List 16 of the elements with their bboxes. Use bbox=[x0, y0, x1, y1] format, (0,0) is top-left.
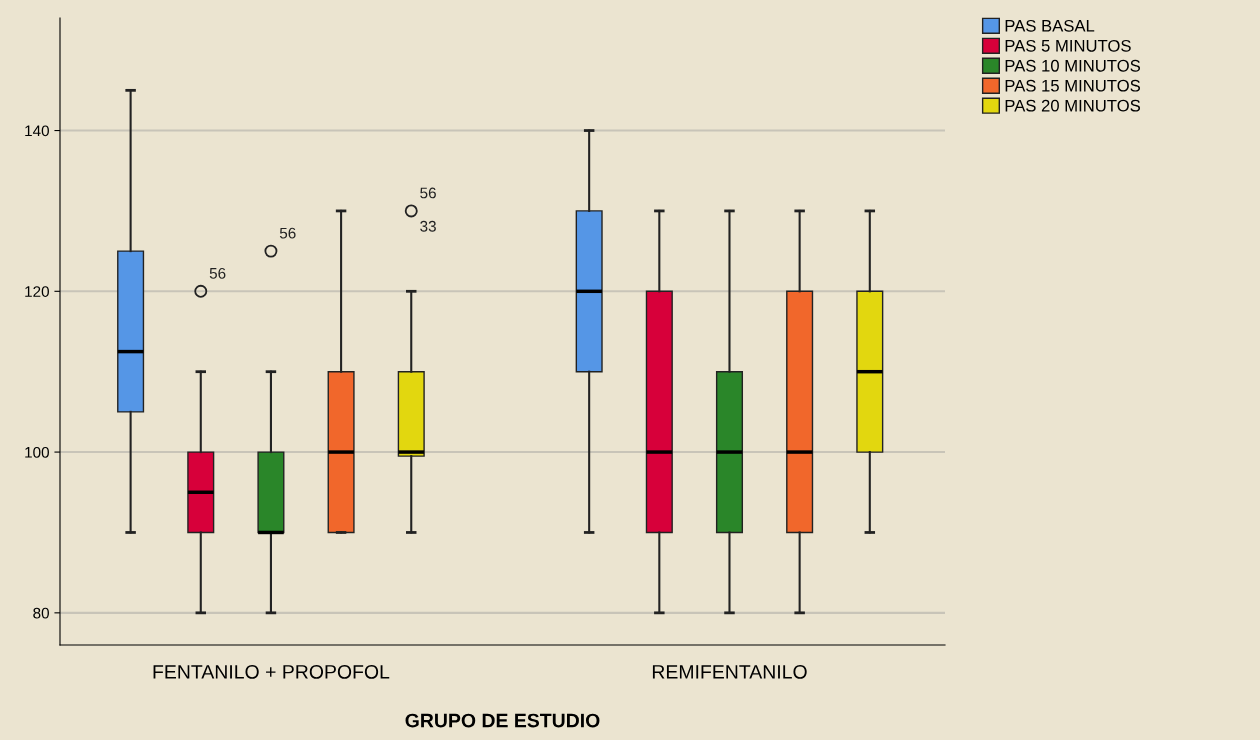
annotation: 56 bbox=[420, 187, 436, 199]
legend-label: PAS 5 MINUTOS bbox=[1005, 39, 1131, 52]
annotation: 33 bbox=[420, 220, 436, 232]
x-tick-label: FENTANILO + PROPOFOL bbox=[153, 664, 390, 679]
y-tick-label: 140 bbox=[25, 125, 49, 137]
annotation: 56 bbox=[279, 227, 296, 239]
legend-label: PAS 20 MINUTOS bbox=[1005, 99, 1141, 112]
y-tick-label: 100 bbox=[25, 446, 49, 458]
x-axis-title: GRUPO DE ESTUDIO bbox=[405, 713, 600, 728]
y-tick-label: 80 bbox=[33, 607, 49, 619]
x-tick-label: REMIFENTANILO bbox=[652, 664, 807, 679]
annotation: 56 bbox=[209, 267, 226, 279]
y-tick-label: 120 bbox=[25, 286, 49, 297]
legend-label: PAS BASAL bbox=[1005, 19, 1095, 32]
legend-label: PAS 15 MINUTOS bbox=[1005, 79, 1141, 92]
legend-label: PAS 10 MINUTOS bbox=[1005, 59, 1141, 72]
